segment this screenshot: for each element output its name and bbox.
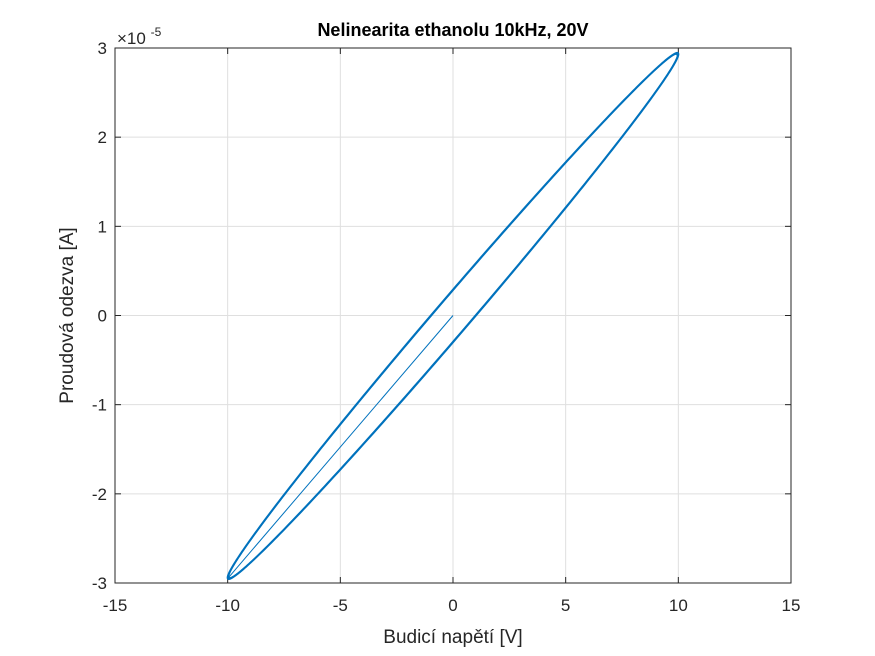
y-tick-label: 0 xyxy=(98,307,107,326)
x-tick-label: 10 xyxy=(669,596,688,615)
y-tick-label: 1 xyxy=(98,217,107,236)
x-tick-label: -5 xyxy=(333,596,348,615)
y-axis-label: Proudová odezva [A] xyxy=(57,227,78,403)
y-axis-multiplier-base: ×10 xyxy=(117,29,146,48)
x-tick-label: 15 xyxy=(782,596,801,615)
x-axis-label: Budicí napětí [V] xyxy=(383,627,522,648)
y-tick-label: 3 xyxy=(98,39,107,58)
x-tick-label: 5 xyxy=(561,596,570,615)
y-tick-label: -1 xyxy=(92,396,107,415)
ticks xyxy=(114,47,792,584)
y-tick-label: 2 xyxy=(98,128,107,147)
y-tick-label: -2 xyxy=(92,485,107,504)
series-loop-trace xyxy=(228,53,678,579)
series-transient xyxy=(227,315,454,579)
chart-title: Nelinearita ethanolu 10kHz, 20V xyxy=(317,20,588,40)
y-tick-label: -3 xyxy=(92,574,107,593)
y-axis-multiplier: ×10 -5 xyxy=(117,25,162,48)
x-tick-label: -15 xyxy=(103,596,128,615)
y-axis-multiplier-exponent: -5 xyxy=(151,25,162,39)
x-tick-label: -10 xyxy=(215,596,240,615)
series-group xyxy=(226,51,680,580)
x-tick-label: 0 xyxy=(448,596,457,615)
